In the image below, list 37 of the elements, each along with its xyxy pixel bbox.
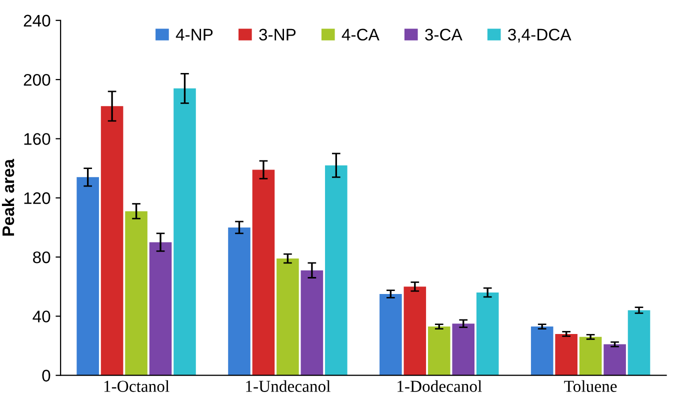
x-tick-label: 1-Undecanol	[246, 380, 330, 392]
bar	[76, 177, 99, 376]
bar	[228, 227, 250, 376]
legend-label: 4-NP	[176, 28, 213, 40]
bar	[149, 242, 172, 376]
bar	[555, 334, 578, 376]
y-tick-label: 0	[42, 370, 50, 382]
legend-label: 3-CA	[425, 28, 462, 41]
x-tick-label: Toluene	[564, 380, 617, 392]
bar	[604, 344, 626, 376]
bar	[579, 336, 602, 376]
bar	[452, 324, 475, 376]
bar	[174, 88, 196, 376]
y-tick-label: 160	[24, 133, 50, 145]
bar	[325, 165, 348, 376]
legend-label: 3-NP	[259, 28, 296, 41]
bar	[428, 326, 450, 376]
y-tick-label: 200	[24, 74, 50, 86]
bar	[300, 270, 324, 376]
y-tick-label: 80	[33, 251, 50, 264]
y-axis-title: Peak area	[2, 158, 14, 236]
bar	[276, 258, 299, 376]
bar	[125, 211, 148, 376]
y-tick-label: 240	[24, 14, 50, 27]
bar	[530, 326, 554, 376]
bar	[100, 106, 124, 376]
bar	[252, 170, 275, 376]
bar	[380, 294, 402, 376]
bar	[628, 310, 650, 376]
y-tick-label: 120	[24, 192, 50, 204]
bar	[476, 292, 499, 376]
x-tick-label: 1-Dodecanol	[398, 380, 482, 392]
bar	[404, 286, 426, 376]
y-tick-label: 40	[32, 310, 50, 322]
x-tick-label: 1-Octanol	[104, 380, 170, 392]
legend-label: 4-CA	[342, 28, 380, 41]
legend-label: 3,4-DCA	[508, 28, 572, 43]
